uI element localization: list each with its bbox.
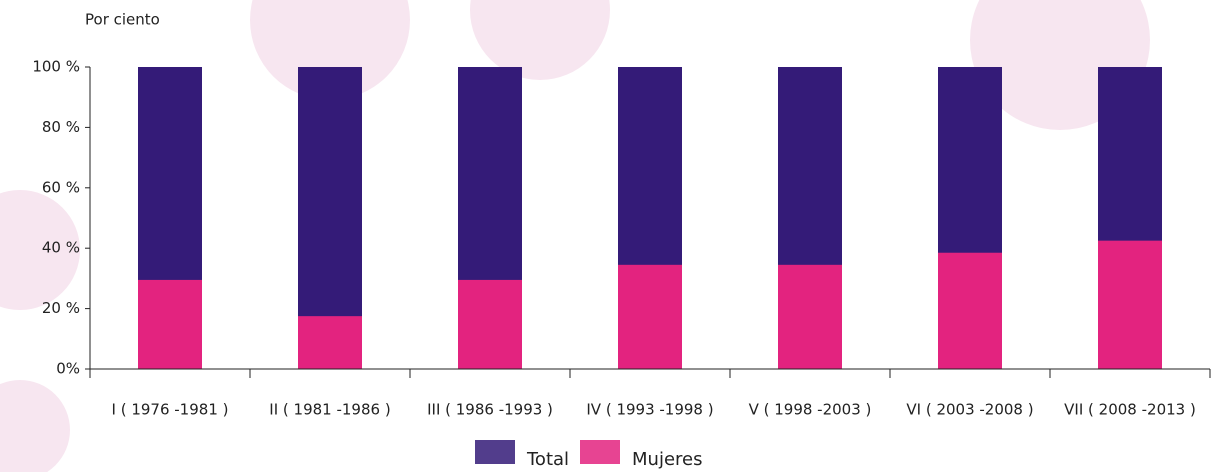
y-tick-label: 100 % — [32, 58, 80, 76]
y-tick-label: 40 % — [42, 239, 80, 257]
bar — [458, 280, 522, 369]
bar — [138, 280, 202, 369]
x-tick-label: I ( 1976 -1981 ) — [112, 401, 229, 419]
x-tick-label: II ( 1981 -1986 ) — [269, 401, 390, 419]
x-tick-label: V ( 1998 -2003 ) — [749, 401, 872, 419]
y-axis-label: Por ciento — [85, 11, 160, 29]
legend-label: Total — [526, 449, 569, 470]
y-tick-label: 20 % — [42, 299, 80, 317]
y-tick-label: 60 % — [42, 178, 80, 196]
bar — [1098, 241, 1162, 369]
chart: Por ciento 0% 20 % 40 % 60 % 80 % 100 % I ( 19… — [0, 0, 1213, 472]
x-tick-label: VI ( 2003 -2008 ) — [906, 401, 1033, 419]
legend-swatch — [580, 440, 620, 464]
bar — [618, 265, 682, 369]
x-tick-label: VII ( 2008 -2013 ) — [1064, 401, 1196, 419]
y-tick-label: 0% — [56, 360, 80, 378]
page: Por ciento 0% 20 % 40 % 60 % 80 % 100 % I ( 19… — [0, 0, 1213, 472]
bar — [938, 253, 1002, 369]
x-tick-label: IV ( 1993 -1998 ) — [586, 401, 713, 419]
bar — [298, 316, 362, 369]
x-tick-label: III ( 1986 -1993 ) — [427, 401, 553, 419]
bar — [778, 265, 842, 369]
legend-swatch — [475, 440, 515, 464]
y-tick-label: 80 % — [42, 118, 80, 136]
swirl — [0, 380, 70, 472]
legend-label: Mujeres — [632, 449, 702, 470]
